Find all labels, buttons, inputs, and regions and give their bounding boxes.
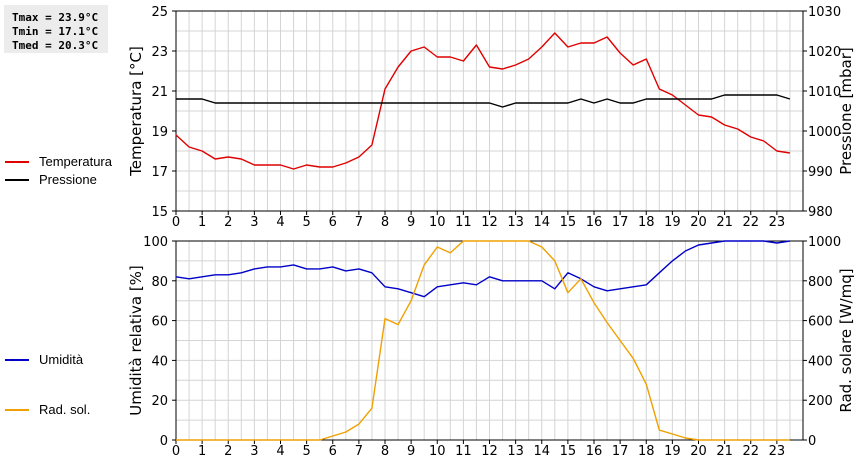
tmin-label: Tmin = 17.1°C (12, 25, 99, 38)
upper-x-tick-label: 1 (198, 215, 206, 230)
upper-x-tick-label: 2 (224, 215, 232, 230)
upper-y2-tick-label: 1030 (808, 5, 841, 20)
lower-y-tick-label: 100 (143, 235, 168, 250)
lower-x-tick-label: 10 (429, 444, 446, 459)
upper-y2-tick-label: 980 (808, 205, 833, 220)
upper-y-tick-label: 17 (151, 165, 168, 180)
upper-x-tick-label: 16 (586, 215, 603, 230)
upper-x-tick-label: 19 (664, 215, 681, 230)
lower-x-tick-label: 18 (638, 444, 655, 459)
tmax-label: Tmax = 23.9°C (12, 11, 99, 24)
lower-x-tick-label: 1 (198, 444, 206, 459)
lower-y2-axis-label: Rad. solare [W/mq] (837, 268, 855, 412)
lower-y-tick-label: 60 (151, 315, 168, 330)
upper-x-tick-label: 11 (455, 215, 472, 230)
upper-x-tick-label: 15 (560, 215, 577, 230)
upper-x-tick-label: 3 (250, 215, 258, 230)
lower-x-tick-label: 23 (769, 444, 786, 459)
upper-x-tick-label: 6 (329, 215, 337, 230)
lower-y-tick-label: 20 (151, 394, 168, 409)
statistics-box: Tmax = 23.9°C Tmin = 17.1°C Tmed = 20.3°… (4, 5, 108, 53)
lower-x-tick-label: 16 (586, 444, 603, 459)
upper-y-tick-label: 19 (151, 125, 168, 140)
legend-label-temperatura: Temperatura (39, 154, 112, 169)
lower-x-tick-label: 9 (407, 444, 415, 459)
upper-x-tick-label: 13 (507, 215, 524, 230)
lower-x-tick-label: 5 (302, 444, 310, 459)
lower-series-line-0 (175, 240, 791, 298)
legend-label-rad-sol: Rad. sol. (39, 402, 91, 417)
lower-x-tick-label: 3 (250, 444, 258, 459)
upper-y-tick-label: 15 (151, 205, 168, 220)
lower-x-tick-label: 19 (664, 444, 681, 459)
lower-x-tick-label: 20 (690, 444, 707, 459)
lower-x-tick-label: 11 (455, 444, 472, 459)
lower-y2-tick-label: 400 (808, 354, 833, 369)
lower-y-axis-label: Umidità relativa [%] (127, 265, 145, 416)
lower-y2-tick-label: 200 (808, 394, 833, 409)
upper-y2-tick-label: 990 (808, 165, 833, 180)
upper-y2-axis-label: Pressione [mbar] (837, 47, 855, 175)
upper-x-tick-label: 9 (407, 215, 415, 230)
lower-series-line-1 (176, 240, 790, 441)
upper-y-tick-label: 25 (151, 5, 168, 20)
lower-y-tick-label: 80 (151, 275, 168, 290)
lower-x-tick-label: 22 (742, 444, 759, 459)
upper-x-tick-label: 12 (481, 215, 498, 230)
lower-x-tick-label: 14 (533, 444, 550, 459)
lower-x-tick-label: 7 (355, 444, 363, 459)
legend-swatch-rad-sol (5, 409, 29, 411)
lower-x-tick-label: 21 (716, 444, 733, 459)
lower-x-tick-label: 15 (560, 444, 577, 459)
lower-x-tick-label: 4 (276, 444, 284, 459)
upper-x-tick-label: 21 (716, 215, 733, 230)
lower-y2-tick-label: 600 (808, 315, 833, 330)
legend-swatch-umidita (5, 359, 29, 361)
lower-x-tick-label: 2 (224, 444, 232, 459)
upper-y-tick-label: 23 (151, 45, 168, 60)
lower-y-tick-label: 40 (151, 354, 168, 369)
upper-x-tick-label: 20 (690, 215, 707, 230)
upper-x-tick-label: 18 (638, 215, 655, 230)
lower-y-tick-label: 0 (160, 434, 168, 449)
lower-x-tick-label: 6 (329, 444, 337, 459)
upper-y-axis-label: Temperatura [°C] (127, 46, 145, 177)
upper-y2-tick-label: 1010 (808, 85, 841, 100)
lower-x-tick-label: 8 (381, 444, 389, 459)
upper-x-tick-label: 8 (381, 215, 389, 230)
upper-x-tick-label: 7 (355, 215, 363, 230)
upper-x-tick-label: 4 (276, 215, 284, 230)
upper-x-tick-label: 0 (172, 215, 180, 230)
lower-y2-tick-label: 0 (808, 434, 816, 449)
legend-label-umidita: Umidità (39, 352, 84, 367)
lower-y2-tick-label: 800 (808, 275, 833, 290)
upper-x-tick-label: 22 (742, 215, 759, 230)
lower-x-tick-label: 17 (612, 444, 629, 459)
lower-x-tick-label: 12 (481, 444, 498, 459)
legend-label-pressione: Pressione (39, 172, 97, 187)
upper-y-tick-label: 21 (151, 85, 168, 100)
upper-series-line-0 (175, 32, 791, 170)
upper-x-tick-label: 10 (429, 215, 446, 230)
legend-swatch-pressione (5, 179, 29, 181)
upper-series-line-1 (176, 94, 791, 108)
lower-y2-tick-label: 1000 (808, 235, 841, 250)
tmed-label: Tmed = 20.3°C (12, 39, 99, 52)
legend-swatch-temperatura (5, 161, 29, 163)
lower-x-tick-label: 13 (507, 444, 524, 459)
upper-y2-tick-label: 1020 (808, 45, 841, 60)
upper-x-tick-label: 23 (769, 215, 786, 230)
lower-x-tick-label: 0 (172, 444, 180, 459)
upper-y2-tick-label: 1000 (808, 125, 841, 140)
upper-x-tick-label: 14 (533, 215, 550, 230)
upper-x-tick-label: 5 (302, 215, 310, 230)
upper-x-tick-label: 17 (612, 215, 629, 230)
